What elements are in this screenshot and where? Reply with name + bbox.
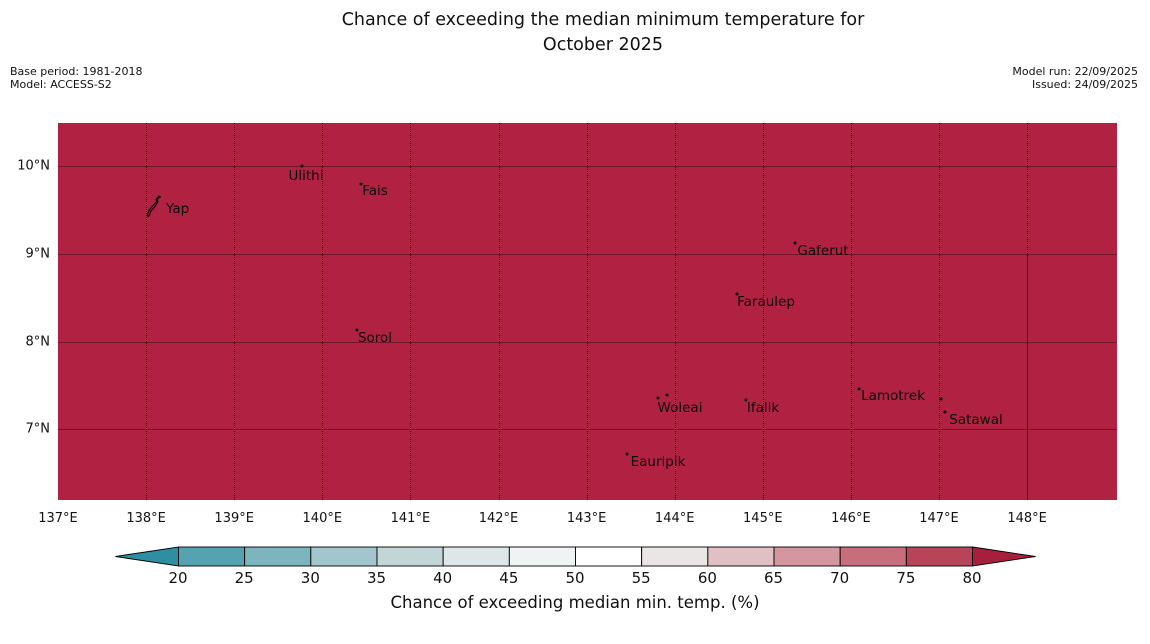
xtick-label: 147°E — [919, 511, 959, 526]
colorbar — [115, 546, 1036, 567]
island-marker-lamotrek — [857, 387, 861, 391]
colorbar-tick-label: 30 — [300, 569, 320, 587]
figure-title: Chance of exceeding the median minimum t… — [342, 8, 865, 58]
island-label-satawal: Satawal — [949, 412, 1003, 428]
xtick-label: 144°E — [654, 511, 695, 526]
xtick-label: 137°E — [38, 511, 78, 526]
island-marker-eauripik — [625, 452, 629, 456]
xtick-label: 138°E — [126, 511, 166, 526]
colorbar-tick-label: 35 — [366, 569, 387, 587]
island-marker-satawal — [943, 410, 947, 414]
ytick-label: 7°N — [25, 421, 51, 437]
base-period-text: Base period: 1981-2018 — [10, 65, 143, 78]
meridian-gridline — [498, 123, 500, 500]
island-label-ulithi: Ulithi — [288, 168, 324, 184]
meridian-gridline — [939, 123, 940, 500]
island-marker-fais — [359, 182, 363, 186]
xtick-label: 145°E — [743, 511, 783, 526]
island-label-sorol: Sorol — [357, 330, 393, 346]
meridian-gridline — [146, 123, 148, 500]
island-label-ifalik: Ifalik — [746, 400, 780, 416]
meridian-gridline — [850, 123, 852, 500]
xtick-label: 146°E — [831, 511, 871, 526]
island-label-faraulep: Faraulep — [737, 294, 795, 310]
parallel-gridline — [58, 166, 1117, 167]
colorbar-tick-label: 75 — [896, 569, 916, 587]
ytick-label: 10°N — [17, 158, 50, 174]
colorbar-tick-label: 50 — [565, 569, 585, 587]
island-label-eauripik: Eauripik — [630, 454, 686, 470]
colorbar-tick-label: 70 — [830, 569, 850, 587]
meridian-gridline — [322, 123, 324, 500]
island-label-fais: Fais — [362, 183, 388, 199]
model-run-text: Model run: 22/09/2025 — [1012, 65, 1138, 78]
header-right: Model run: 22/09/2025 Issued: 24/09/2025 — [1012, 65, 1138, 91]
ytick-label: 9°N — [25, 246, 51, 262]
colorbar-tick-label: 80 — [962, 569, 982, 587]
meridian-gridline — [410, 123, 412, 500]
xtick-label: 148°E — [1007, 511, 1047, 526]
yap-island-outline-icon — [146, 195, 162, 219]
colorbar-tick-label: 45 — [499, 569, 519, 587]
island-marker-lamotrek — [939, 397, 943, 401]
xtick-label: 139°E — [214, 511, 254, 526]
meridian-gridline — [762, 123, 764, 500]
state-boundary-line — [1027, 253, 1029, 500]
island-marker-ifalik — [744, 398, 748, 402]
model-text: Model: ACCESS-S2 — [10, 78, 112, 91]
xtick-label: 142°E — [478, 511, 519, 526]
island-marker-woleai — [656, 396, 660, 400]
xtick-label: 140°E — [302, 511, 343, 526]
island-label-gaferut: Gaferut — [797, 243, 849, 259]
colorbar-label: Chance of exceeding median min. temp. (%… — [390, 593, 760, 612]
meridian-gridline — [674, 123, 676, 500]
meridian-gridline — [586, 123, 588, 500]
island-label-lamotrek: Lamotrek — [861, 388, 925, 404]
island-label-yap: Yap — [166, 201, 190, 217]
colorbar-tick-label: 65 — [763, 569, 784, 587]
parallel-gridline — [58, 253, 1117, 255]
island-marker-woleai — [665, 393, 669, 397]
colorbar-tick-label: 20 — [168, 569, 188, 587]
island-marker-sorol — [355, 328, 359, 332]
island-marker-faraulep — [735, 292, 739, 296]
colorbar-tick-label: 55 — [631, 569, 651, 587]
island-label-woleai: Woleai — [657, 400, 703, 416]
meridian-gridline — [234, 123, 236, 500]
header-left: Base period: 1981-2018 Model: ACCESS-S2 — [10, 65, 142, 91]
colorbar-tick-label: 40 — [433, 569, 453, 587]
island-marker-gaferut — [793, 241, 797, 245]
ytick-label: 8°N — [25, 334, 51, 350]
island-marker-ulithi — [300, 164, 304, 168]
figure-title-line2: October 2025 — [542, 35, 664, 55]
issued-text: Issued: 24/09/2025 — [1031, 78, 1138, 91]
figure-title-line1: Chance of exceeding the median minimum t… — [341, 10, 865, 30]
colorbar-tick-label: 60 — [697, 569, 717, 587]
xtick-label: 143°E — [566, 511, 607, 526]
xtick-label: 141°E — [390, 511, 431, 526]
colorbar-tick-label: 25 — [234, 569, 254, 587]
map-area: © Commonwealth of Australia 2025, Bureau… — [58, 123, 1117, 500]
parallel-gridline — [58, 429, 1117, 431]
parallel-gridline — [58, 341, 1117, 343]
